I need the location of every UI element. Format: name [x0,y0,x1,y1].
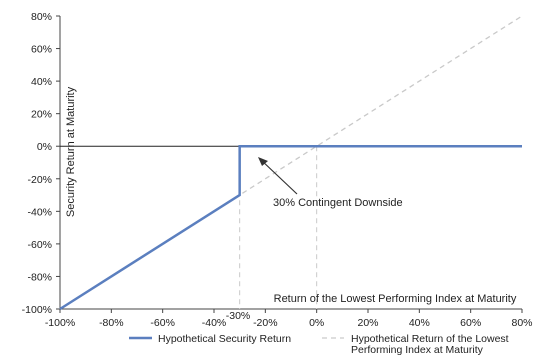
x-tick-label: 0% [309,317,324,329]
y-tick-label: -20% [27,174,52,186]
x-tick-label: 80% [511,317,532,329]
x-tick-label: -60% [150,317,175,329]
x-tick-label: -20% [253,317,278,329]
x-tick-label: 20% [357,317,378,329]
reference-lines [239,146,318,309]
annotation-contingent-downside: 30% Contingent Downside [273,197,403,209]
y-tick-label: 20% [31,109,52,121]
legend-label-index: Hypothetical Return of the Lowest Perfor… [351,333,512,356]
y-tick-label: -40% [27,206,52,218]
legend-label-security: Hypothetical Security Return [158,333,291,345]
x-tick-label: -80% [99,317,124,329]
series-security-return-line [59,144,522,311]
x-tick-label: 40% [409,317,430,329]
y-axis-title: Security Return at Maturity [65,86,77,217]
y-ticks: 80% 60% 40% 20% 0% -20% -40% -60% -80% -100% [22,11,60,316]
legend-label-index-line1: Hypothetical Return of the Lowest [351,333,509,345]
y-tick-label: 60% [31,44,52,56]
y-tick-label: -100% [22,304,52,316]
annotation-minus-30: -30% [226,310,251,322]
x-tick-label: -40% [202,317,227,329]
annotation-arrowhead [258,157,268,166]
y-tick-label: -60% [27,239,52,251]
legend-label-index-line2: Performing Index at Maturity [351,344,484,356]
x-tick-label: -100% [45,317,75,329]
y-tick-label: 0% [37,141,52,153]
y-tick-label: 40% [31,76,52,88]
y-tick-label: -80% [27,271,52,283]
x-tick-label: 60% [460,317,481,329]
x-ticks: -100% -80% -60% -40% -20% 0% 20% 40% 60% 80% [45,309,533,329]
x-axis-title: Return of the Lowest Performing Index at… [274,293,517,305]
y-tick-label: 80% [31,11,52,23]
series-layer [59,15,523,311]
annotation-arrow [259,158,298,195]
